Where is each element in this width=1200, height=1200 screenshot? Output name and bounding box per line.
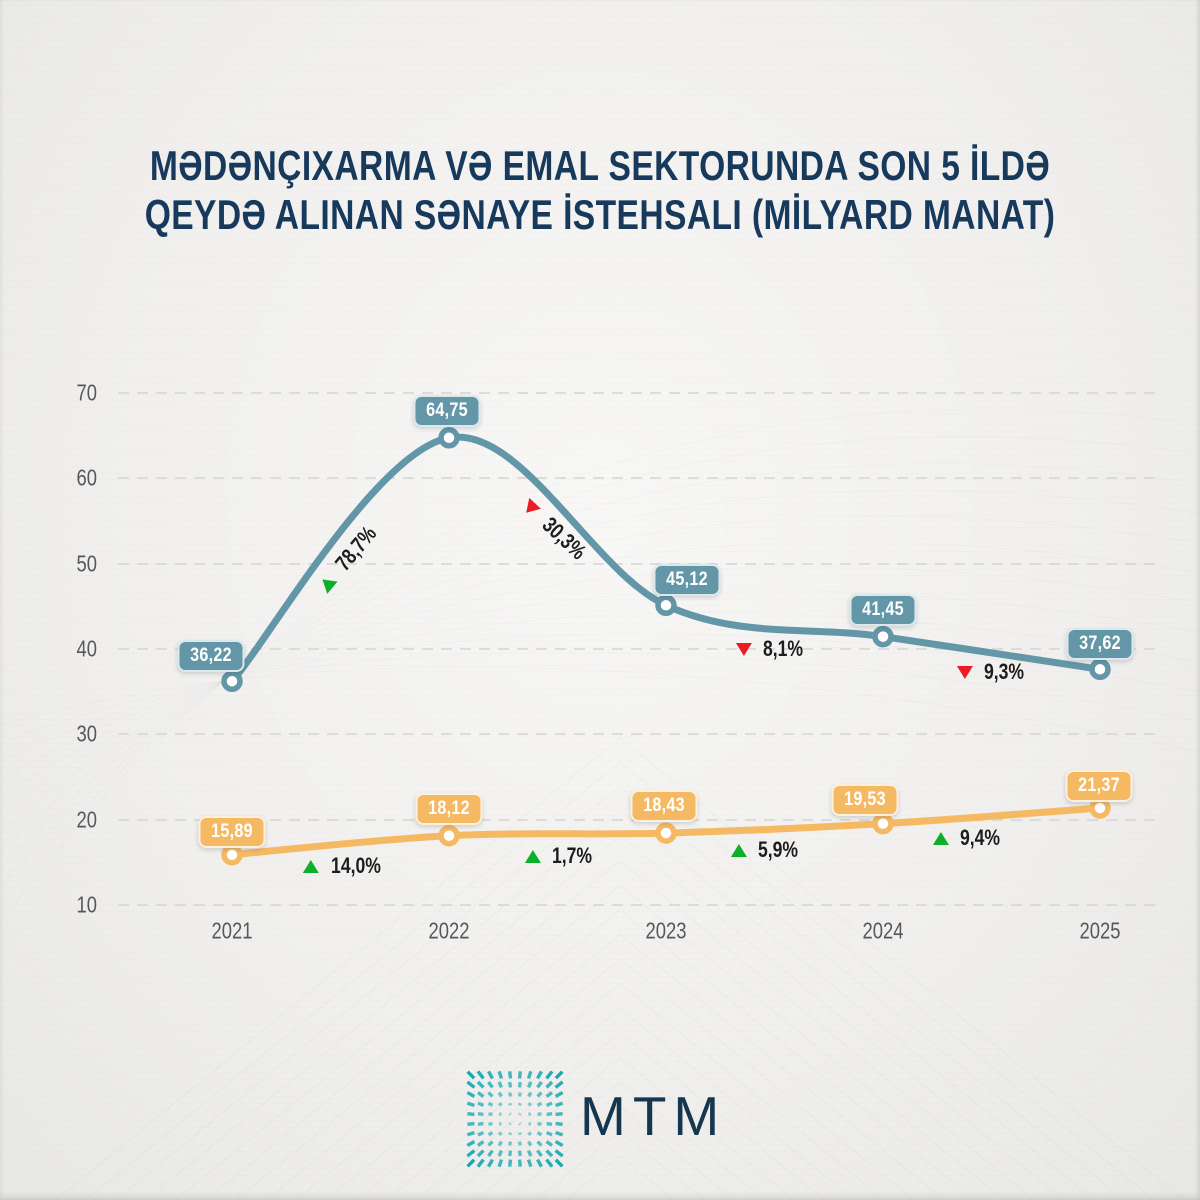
change-annotation-teal-1: 78,7% (312, 516, 386, 597)
change-percent: 14,0% (331, 853, 381, 878)
increase-triangle-icon (316, 572, 338, 594)
data-point-marker (221, 843, 243, 866)
data-label-orange-2022: 18,12 (415, 793, 483, 825)
change-annotation-orange-3: 5,9% (730, 837, 803, 863)
chart-title-line2: QEYDƏ ALINAN SƏNAYE İSTEHSALI (MİLYARD M… (144, 191, 1056, 238)
x-axis-tick-2023: 2023 (645, 917, 687, 944)
change-annotation-teal-4: 9,3% (956, 659, 1029, 685)
change-annotation-teal-3: 8,1% (735, 636, 808, 662)
data-label-teal-2023: 45,12 (653, 564, 721, 596)
increase-triangle-icon (932, 831, 949, 845)
data-point-marker (872, 625, 894, 648)
data-point-marker (655, 594, 677, 617)
increase-triangle-icon (524, 849, 541, 863)
x-axis-tick-2025: 2025 (1079, 917, 1121, 944)
data-label-teal-2024: 41,45 (849, 594, 917, 626)
change-percent: 30,3% (537, 511, 592, 565)
mtm-logo-burst-icon (466, 1070, 564, 1168)
decrease-triangle-icon (520, 497, 542, 518)
increase-triangle-icon (302, 859, 319, 873)
data-point-marker (1089, 797, 1111, 819)
data-label-orange-2024: 19,53 (831, 784, 899, 816)
y-axis-tick: 10 (76, 891, 98, 918)
data-label-teal-2025: 37,62 (1066, 628, 1134, 660)
gridline-50 (118, 563, 1158, 565)
data-point-marker (221, 670, 243, 693)
y-axis-tick: 50 (76, 550, 98, 577)
change-percent: 5,9% (757, 837, 799, 862)
increase-triangle-icon (730, 843, 747, 857)
decrease-triangle-icon (735, 642, 752, 656)
y-axis-tick: 30 (76, 720, 98, 747)
y-axis-tick: 20 (76, 806, 98, 833)
data-label-orange-2025: 21,37 (1065, 770, 1133, 802)
y-axis-tick: 40 (76, 635, 98, 662)
change-percent: 8,1% (762, 636, 804, 661)
y-axis-tick: 60 (76, 464, 98, 491)
decrease-triangle-icon (956, 665, 973, 679)
data-label-orange-2023: 18,43 (630, 790, 698, 822)
x-axis-tick-2022: 2022 (428, 917, 470, 944)
gridline-40 (118, 648, 1158, 650)
gridline-60 (118, 477, 1158, 479)
data-point-marker (438, 427, 460, 449)
change-annotation-orange-2: 1,7% (524, 843, 597, 869)
data-label-orange-2021: 15,89 (198, 816, 266, 848)
change-percent: 78,7% (330, 521, 382, 576)
change-annotation-orange-1: 14,0% (302, 853, 387, 879)
change-percent: 1,7% (551, 843, 593, 868)
chart-title: MƏDƏNÇIXARMA VƏ EMAL SEKTORUNDA SON 5 İL… (0, 141, 1200, 239)
mtm-logo-text: MTM (580, 1085, 727, 1147)
data-point-marker (1089, 658, 1111, 681)
change-percent: 9,3% (983, 659, 1025, 684)
y-axis-tick: 70 (76, 379, 98, 406)
x-axis-tick-2021: 2021 (211, 917, 253, 944)
gridline-10 (118, 904, 1158, 906)
change-percent: 9,4% (959, 825, 1001, 850)
change-annotation-teal-2: 30,3% (516, 493, 595, 570)
gridline-70 (118, 392, 1158, 394)
data-point-marker (438, 824, 460, 847)
chart-title-line1: MƏDƏNÇIXARMA VƏ EMAL SEKTORUNDA SON 5 İL… (149, 142, 1051, 189)
data-label-teal-2021: 36,22 (177, 640, 245, 672)
gridline-30 (118, 733, 1158, 735)
change-annotation-orange-4: 9,4% (932, 825, 1005, 851)
data-point-marker (655, 822, 677, 844)
data-label-teal-2022: 64,75 (413, 395, 481, 427)
x-axis-tick-2024: 2024 (862, 917, 904, 944)
